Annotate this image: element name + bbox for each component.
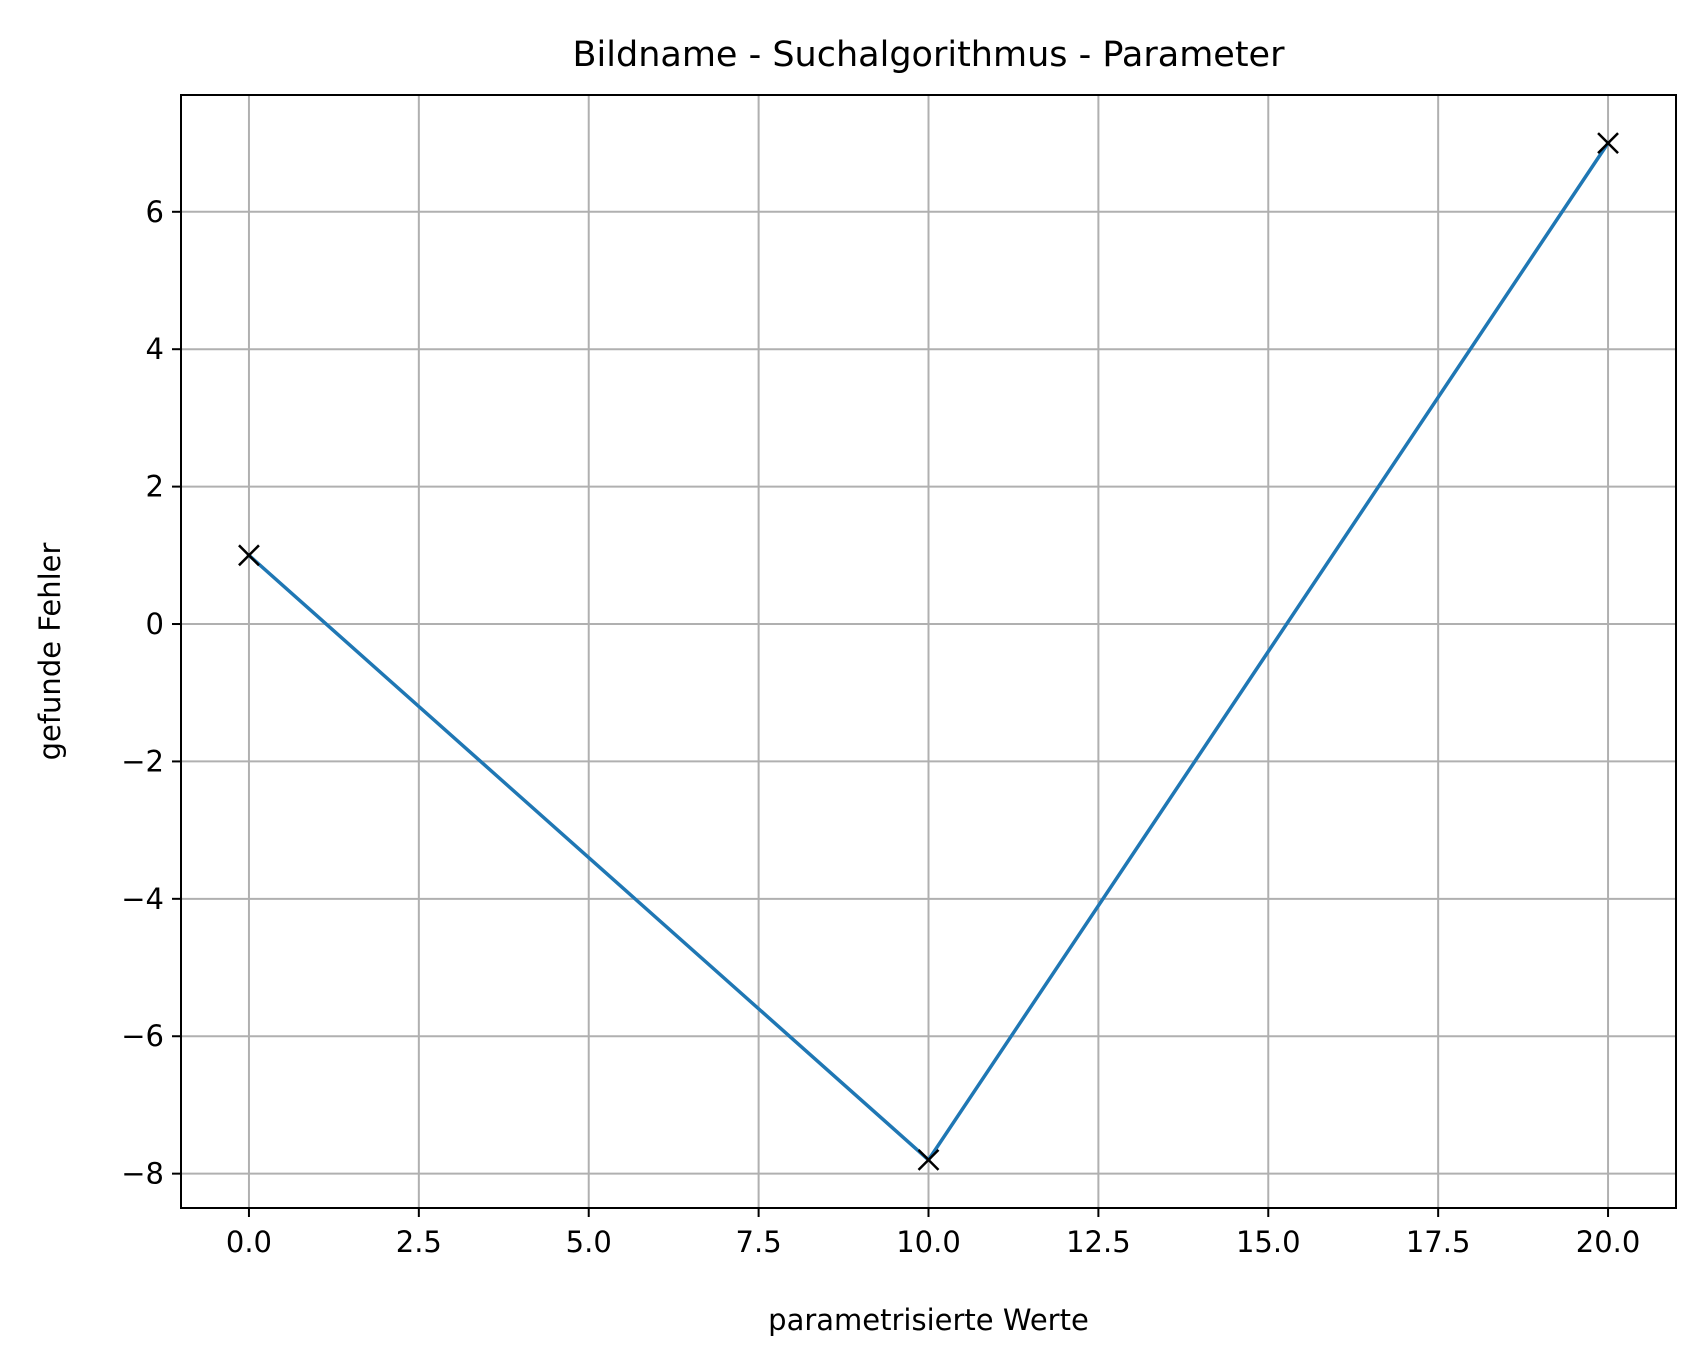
marker-stroke — [238, 544, 260, 567]
x-tick-label: 7.5 — [736, 1225, 782, 1259]
marker-stroke — [917, 1149, 940, 1171]
y-tick-label: 4 — [146, 332, 164, 366]
y-tick-label: 0 — [146, 607, 164, 641]
x-ticks: 0.0 2.5 5.0 7.5 10.0 12.5 15.0 17.5 20.0 — [226, 1208, 1640, 1259]
x-axis-label: parametrisierte Werte — [768, 1303, 1089, 1337]
y-axis-label: gefunde Fehler — [33, 543, 67, 761]
y-tick-label: −4 — [121, 882, 164, 916]
x-tick-label: 20.0 — [1576, 1225, 1641, 1259]
markers — [238, 132, 1619, 1171]
x-tick-label: 2.5 — [396, 1225, 442, 1259]
x-tick-label: 15.0 — [1236, 1225, 1301, 1259]
y-tick-label: −8 — [121, 1157, 164, 1191]
data-point-marker — [238, 544, 260, 567]
marker-stroke — [1597, 132, 1619, 154]
y-tick-label: −6 — [121, 1019, 164, 1053]
data-point-marker — [1597, 132, 1619, 154]
x-tick-label: 5.0 — [566, 1225, 612, 1259]
data-point-marker — [917, 1149, 940, 1171]
y-tick-label: 6 — [146, 195, 164, 229]
y-tick-label: −2 — [121, 744, 164, 778]
grid — [181, 95, 1676, 1208]
x-tick-label: 10.0 — [896, 1225, 961, 1259]
chart-title: Bildname - Suchalgorithmus - Parameter — [573, 35, 1286, 75]
x-tick-label: 0.0 — [226, 1225, 272, 1259]
y-ticks: −8 −6 −4 −2 0 2 4 6 — [121, 195, 181, 1191]
x-tick-label: 12.5 — [1066, 1225, 1131, 1259]
y-tick-label: 2 — [146, 470, 164, 504]
x-tick-label: 17.5 — [1406, 1225, 1471, 1259]
